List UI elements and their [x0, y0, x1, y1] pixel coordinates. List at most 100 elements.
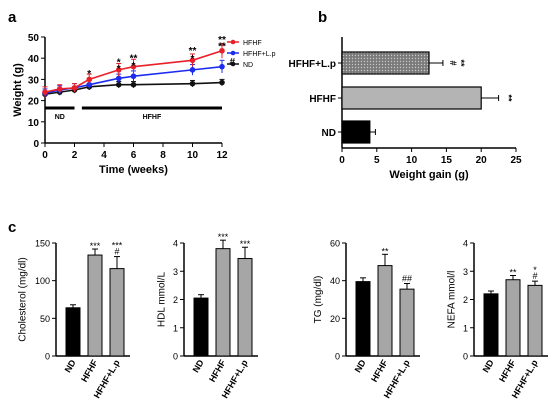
- bar: [483, 293, 499, 357]
- x-axis-label: Weight gain (g): [389, 169, 469, 181]
- data-point: [189, 67, 196, 73]
- data-point: [130, 81, 137, 88]
- x-tick-label: 8: [160, 150, 166, 161]
- y-axis-label: TG (mg/dl): [313, 276, 324, 324]
- y-tick-label: 150: [35, 239, 50, 249]
- x-tick-label: 12: [216, 150, 228, 161]
- x-tick-label: 6: [131, 150, 137, 161]
- data-point: [56, 86, 63, 92]
- data-point: [219, 63, 225, 70]
- y-tick-label: 1: [463, 323, 468, 333]
- significance-mark-hash: #: [114, 247, 119, 257]
- significance-mark: ***: [218, 232, 229, 242]
- y-axis-label: Weight (g): [12, 63, 24, 117]
- significance-mark: **: [509, 267, 517, 277]
- significance-mark: *: [533, 265, 537, 275]
- legend-entry: ND: [243, 62, 253, 69]
- significance-mark: **: [504, 94, 514, 102]
- bar: [527, 284, 543, 357]
- significance-mark: *: [87, 69, 91, 80]
- y-tick-label: 40: [330, 276, 340, 286]
- x-tick-label: 15: [441, 155, 453, 166]
- y-axis-label: Cholesterol (mg/dl): [18, 257, 29, 341]
- significance-mark: **: [130, 53, 138, 64]
- data-point: [189, 80, 196, 87]
- data-point: [71, 85, 78, 91]
- significance-mark: ***: [90, 241, 101, 251]
- bar: [193, 297, 209, 357]
- data-point: [86, 76, 93, 83]
- y-tick-label: 0: [335, 352, 340, 362]
- significance-mark: *: [117, 64, 121, 75]
- bar: [65, 307, 81, 357]
- significance-mark: **: [456, 59, 466, 67]
- data-point: [130, 73, 137, 80]
- bar: [399, 288, 415, 357]
- y-tick-label: 3: [463, 267, 468, 277]
- y-tick-label: 60: [330, 239, 340, 249]
- y-tick-label: 2: [463, 295, 468, 305]
- y-axis-label: HDL mmol/L: [157, 271, 168, 327]
- data-point: [115, 75, 122, 82]
- significance-mark: **: [218, 42, 226, 53]
- panel-label-a: a: [8, 9, 17, 26]
- category-label: ND: [322, 128, 336, 139]
- x-axis-label: Time (weeks): [99, 164, 168, 176]
- category-label: HFHF+L.p: [289, 59, 337, 70]
- data-point: [115, 67, 122, 73]
- x-tick-label: 0: [339, 155, 345, 166]
- x-tick-label: 4: [101, 150, 107, 161]
- category-label: ND: [63, 358, 78, 375]
- significance-mark: ***: [240, 239, 251, 249]
- y-tick-label: 50: [40, 314, 50, 324]
- y-axis-label: NEFA mmol/l: [447, 271, 458, 329]
- y-tick-label: 10: [28, 118, 40, 129]
- data-point: [130, 63, 137, 70]
- data-point: [115, 81, 122, 88]
- x-tick-label: 20: [476, 155, 488, 166]
- y-tick-label: 0: [173, 352, 178, 362]
- bar: [237, 258, 253, 357]
- legend-swatch-marker: [230, 61, 236, 67]
- x-tick-label: 10: [187, 150, 199, 161]
- y-tick-label: 20: [28, 97, 40, 108]
- significance-mark: *: [117, 58, 121, 69]
- y-tick-label: 100: [35, 276, 50, 286]
- y-tick-label: 4: [463, 239, 468, 249]
- bar: [109, 268, 125, 357]
- data-point: [219, 79, 225, 86]
- bar: [377, 265, 393, 357]
- category-label: ND: [481, 358, 496, 375]
- bar: [87, 254, 103, 357]
- y-tick-label: 0: [33, 139, 39, 150]
- data-point: [42, 89, 48, 95]
- legend-swatch-marker: [230, 39, 236, 45]
- bar: [341, 51, 430, 75]
- bar: [505, 279, 521, 357]
- category-label: HFHF: [309, 94, 336, 105]
- weight-line-chart: 0 10 20 30 40 50 0 2 4 6 8 10 12 Time (weeks) Weight (…: [12, 33, 276, 176]
- y-tick-label: 20: [330, 314, 340, 324]
- y-tick-label: 1: [173, 323, 178, 333]
- category-label: HFHF: [207, 358, 228, 384]
- bar: [341, 120, 371, 144]
- y-tick-label: 30: [28, 75, 40, 86]
- significance-mark: ***: [112, 241, 123, 251]
- y-tick-label: 4: [173, 239, 178, 249]
- significance-mark-hash: #: [532, 271, 537, 281]
- x-tick-label: 0: [42, 150, 48, 161]
- phase-label: HFHF: [143, 114, 162, 121]
- category-label: ND: [191, 358, 206, 375]
- y-tick-label: 0: [45, 352, 50, 362]
- legend-entry: HFHF+L.p: [243, 51, 276, 58]
- data-point: [219, 47, 225, 54]
- panel-label-b: b: [318, 9, 327, 26]
- significance-mark: **: [381, 246, 389, 256]
- significance-mark: **: [218, 35, 226, 46]
- bar: [355, 281, 371, 357]
- significance-mark: **: [189, 46, 197, 57]
- panel-label-c: c: [8, 219, 16, 236]
- significance-mark: *: [191, 54, 195, 65]
